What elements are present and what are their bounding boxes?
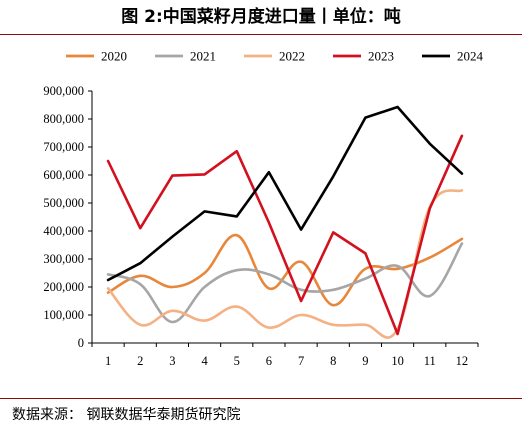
x-tick-label: 5: [234, 354, 240, 368]
x-axis: 1 2 3 4 5 6 7 8 9 10 11 12: [91, 342, 479, 368]
y-tick-label: 200,000: [43, 280, 84, 294]
series-line-2021: [106, 242, 464, 324]
title-divider: [0, 34, 522, 35]
legend-label-2021: 2021: [190, 49, 216, 64]
y-tick-label: 500,000: [43, 196, 84, 210]
x-tick-label: 3: [169, 354, 175, 368]
legend: 2020 2021 2022 2023 2024: [66, 49, 484, 64]
x-tick-label: 7: [298, 354, 304, 368]
x-tick-label: 2: [137, 354, 143, 368]
y-tick-label: 700,000: [43, 140, 84, 154]
footer-divider: [0, 398, 522, 399]
x-tick-label: 10: [391, 354, 404, 368]
y-tick-label: 100,000: [43, 308, 84, 322]
x-tick-label: 11: [424, 354, 436, 368]
data-source: 数据来源： 钢联数据华泰期货研究院: [12, 407, 241, 423]
legend-label-2023: 2023: [368, 49, 394, 64]
chart-canvas: 2020 2021 2022 2023 2024 0 100,000 200,000 300,…: [43, 49, 484, 369]
x-tick-label: 9: [362, 354, 368, 368]
y-tick-label: 300,000: [43, 252, 84, 266]
legend-label-2020: 2020: [101, 49, 127, 64]
x-tick-label: 12: [456, 354, 469, 368]
legend-label-2022: 2022: [279, 49, 305, 64]
y-axis: 0 100,000 200,000 300,000 400,000 500,000 600,…: [43, 84, 93, 350]
y-tick-label: 400,000: [43, 224, 84, 238]
legend-label-2024: 2024: [457, 49, 484, 64]
y-tick-label: 900,000: [43, 84, 84, 98]
y-tick-label: 0: [78, 336, 84, 350]
x-tick-label: 4: [201, 354, 208, 368]
x-tick-label: 8: [330, 354, 336, 368]
x-tick-label: 1: [105, 354, 111, 368]
x-tick-label: 6: [266, 354, 272, 368]
plot-area: [106, 105, 464, 339]
y-tick-label: 800,000: [43, 112, 84, 126]
y-tick-label: 600,000: [43, 168, 84, 182]
chart-title: 图 2:中国菜籽月度进口量丨单位：吨: [121, 7, 401, 27]
series-line-2023: [106, 134, 464, 336]
series-line-2024: [106, 105, 464, 282]
